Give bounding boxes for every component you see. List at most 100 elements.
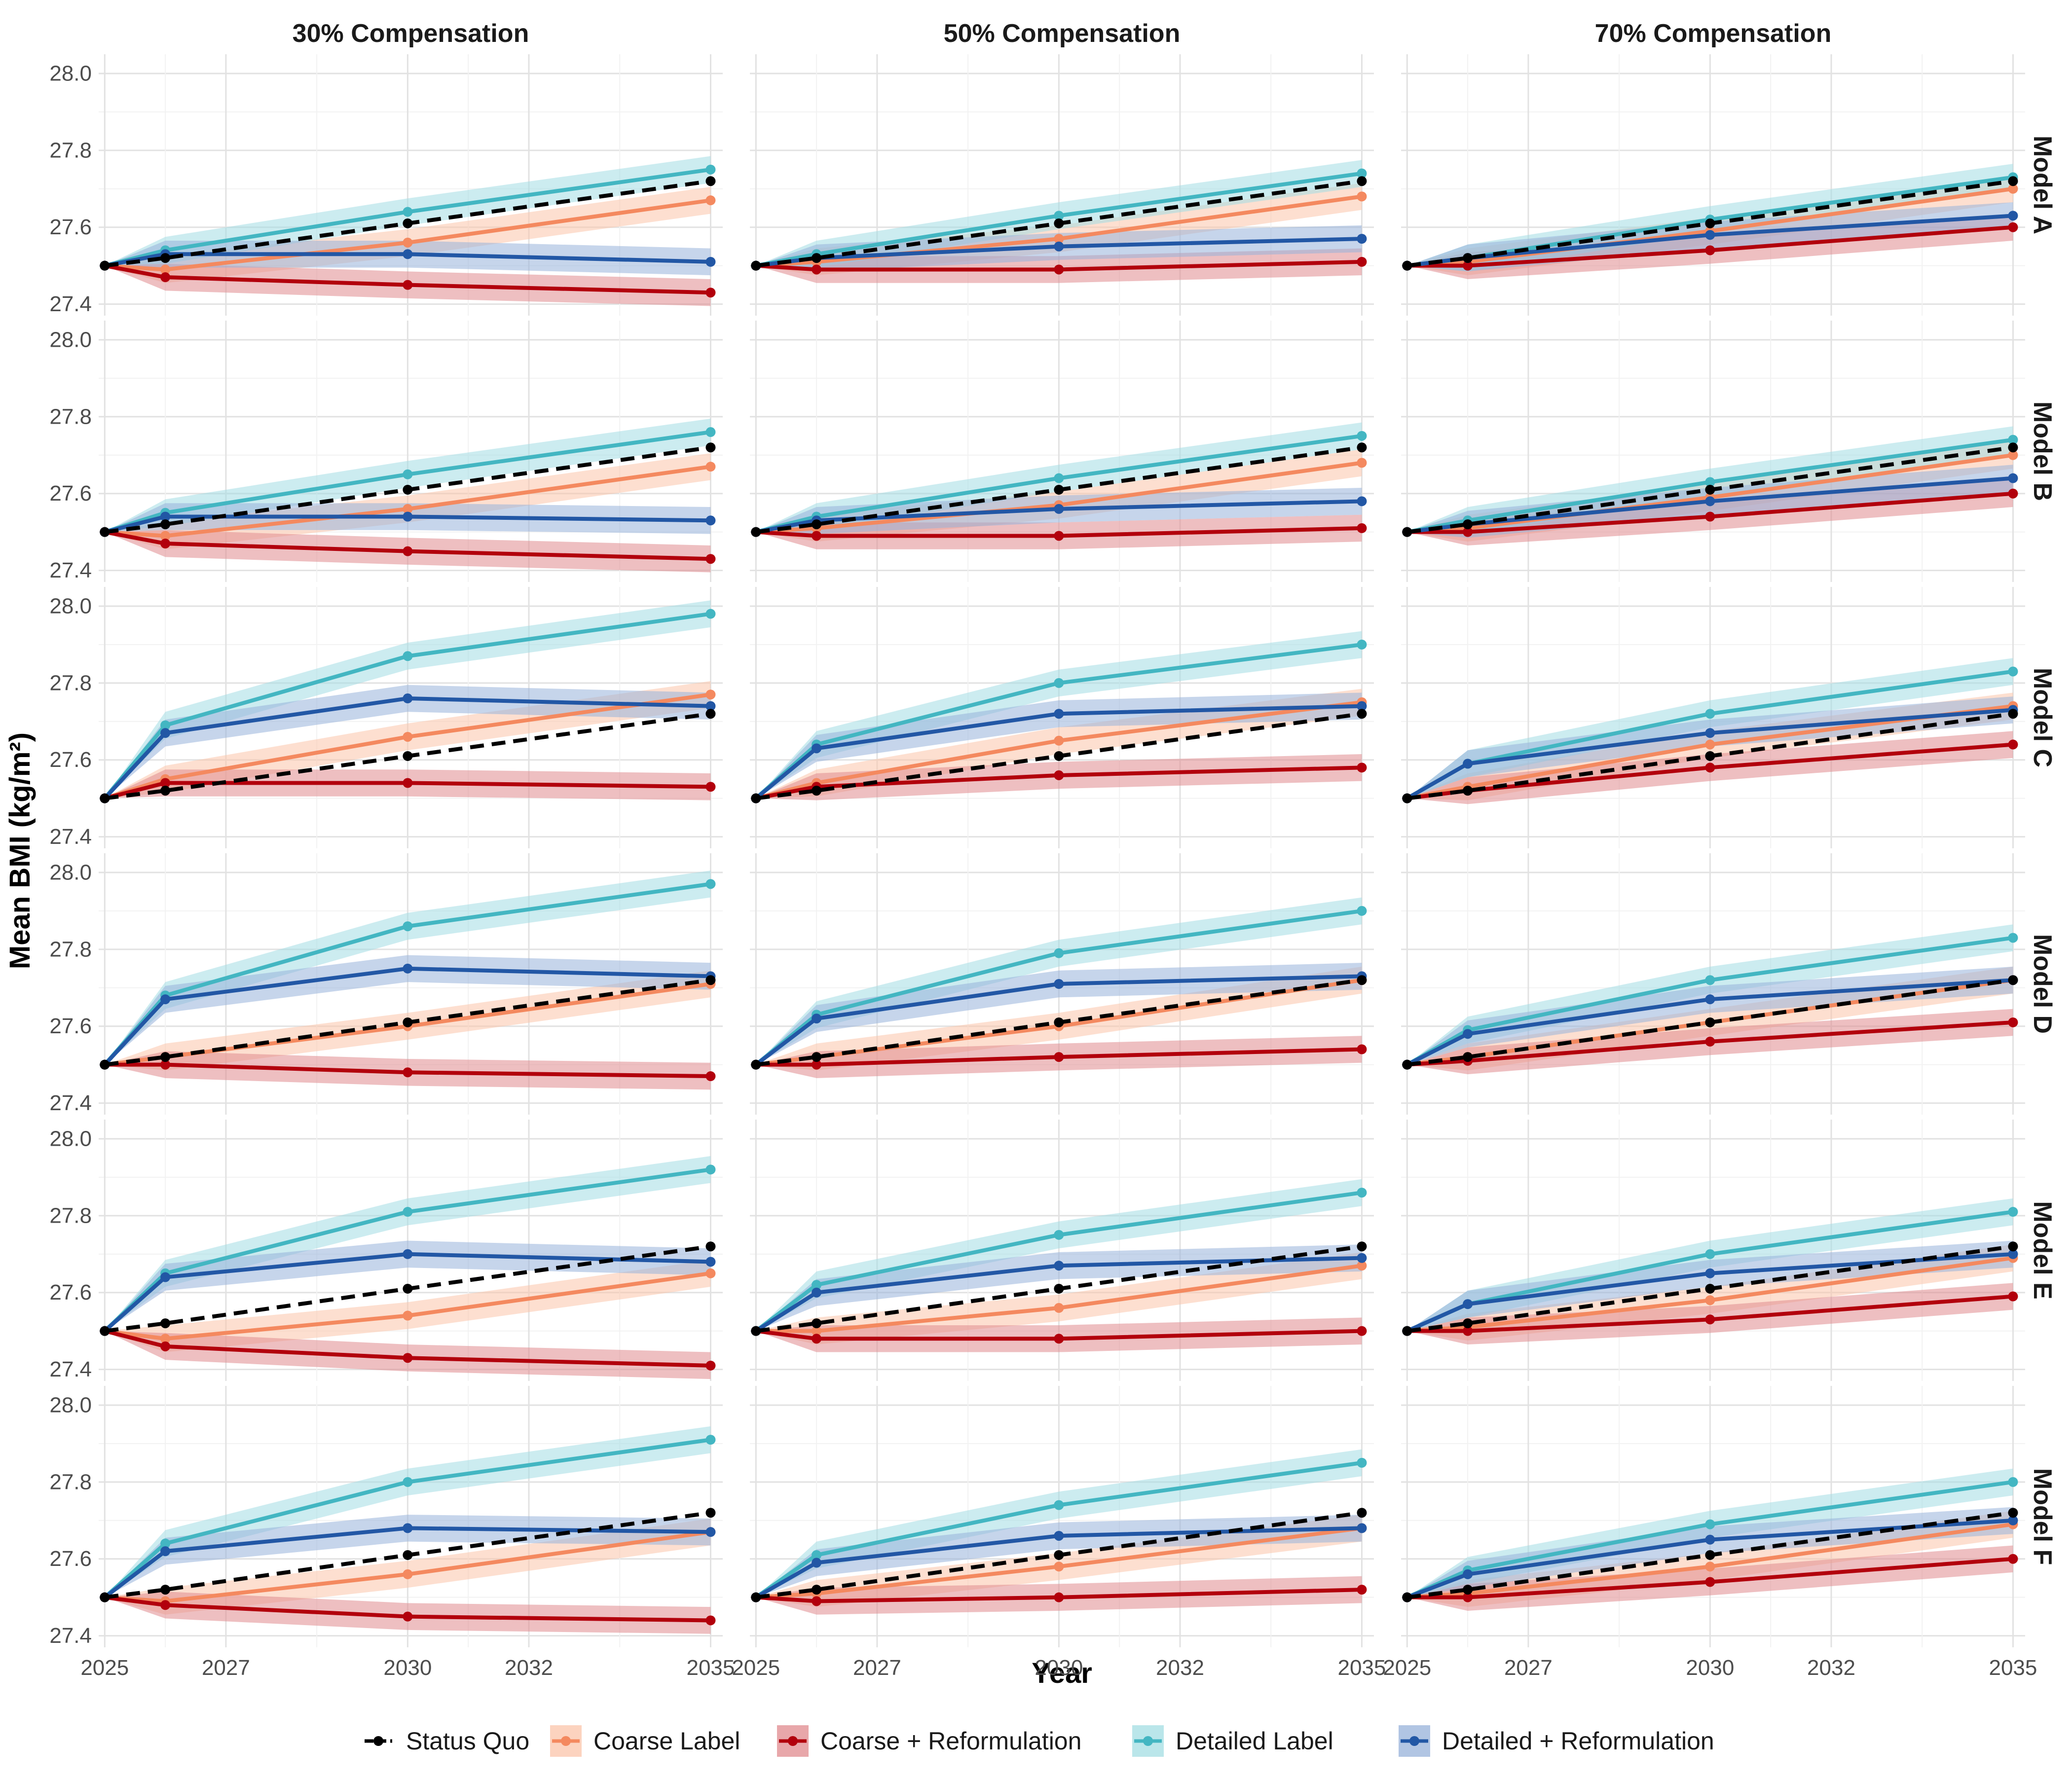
data-point-detailed-reformulation	[1357, 496, 1367, 507]
data-point-status-quo	[100, 527, 110, 537]
data-point-detailed-reformulation	[1705, 728, 1715, 738]
data-point-coarse-reformulation	[705, 288, 716, 298]
y-tick-label: 27.6	[49, 1014, 92, 1038]
data-point-coarse-reformulation	[403, 1611, 413, 1622]
series-line-coarse-reformulation	[756, 259, 1362, 272]
x-tick-label: 2025	[1383, 1656, 1431, 1680]
row-strip-model-c: Model C	[2028, 668, 2057, 767]
legend-key-point	[788, 1736, 798, 1746]
data-point-coarse-label	[1054, 735, 1064, 746]
series-line-coarse-reformulation	[756, 1588, 1362, 1603]
data-point-detailed-reformulation	[812, 1558, 822, 1568]
x-tick-label: 2025	[732, 1656, 780, 1680]
data-point-coarse-reformulation	[1463, 260, 1473, 271]
data-point-status-quo	[812, 1585, 822, 1595]
x-tick-label: 2027	[853, 1656, 901, 1680]
data-point-status-quo	[1357, 1508, 1367, 1518]
data-point-status-quo	[812, 519, 822, 530]
y-tick-label: 27.8	[49, 138, 92, 162]
data-point-coarse-reformulation	[403, 1067, 413, 1078]
series-line-coarse-reformulation	[1407, 225, 2013, 268]
data-point-detailed-label	[403, 1207, 413, 1217]
data-point-detailed-reformulation	[1705, 994, 1715, 1005]
data-point-status-quo	[160, 1318, 171, 1329]
data-point-detailed-reformulation	[812, 1014, 822, 1024]
data-point-status-quo	[1705, 1017, 1715, 1027]
y-tick-label: 27.8	[49, 1203, 92, 1228]
data-point-detailed-label	[705, 1164, 716, 1175]
data-point-status-quo	[160, 519, 171, 530]
y-tick-label: 27.4	[49, 1357, 92, 1381]
data-point-detailed-reformulation	[1054, 241, 1064, 252]
data-point-detailed-reformulation	[160, 511, 171, 522]
data-point-status-quo	[1054, 1283, 1064, 1294]
series-line-status-quo	[755, 1511, 1362, 1599]
data-point-coarse-reformulation	[160, 778, 171, 788]
x-tick-label: 2032	[1156, 1656, 1204, 1680]
series-line-coarse-reformulation	[104, 1595, 711, 1623]
data-point-detailed-label	[2008, 933, 2018, 943]
panel-model-a-50-compensation	[750, 54, 1374, 316]
data-point-detailed-label	[2008, 1477, 2018, 1487]
data-point-status-quo	[1705, 218, 1715, 228]
data-point-detailed-reformulation	[705, 256, 716, 267]
data-point-status-quo	[705, 176, 716, 186]
series-line-coarse-reformulation	[756, 526, 1362, 538]
data-point-status-quo	[2008, 1508, 2018, 1518]
data-point-detailed-reformulation	[2008, 1515, 2018, 1525]
data-point-coarse-label	[705, 1268, 716, 1278]
data-point-coarse-reformulation	[705, 554, 716, 564]
data-point-status-quo	[2008, 709, 2018, 719]
y-tick-label: 27.4	[49, 1624, 92, 1648]
data-point-status-quo	[2008, 975, 2018, 985]
data-point-status-quo	[751, 527, 761, 537]
data-point-detailed-label	[705, 164, 716, 175]
data-point-detailed-reformulation	[705, 1257, 716, 1267]
data-point-status-quo	[1054, 484, 1064, 495]
data-point-coarse-reformulation	[812, 264, 822, 275]
data-point-detailed-label	[403, 1477, 413, 1487]
data-point-status-quo	[1705, 1283, 1715, 1294]
panel-model-d-70-compensation	[1401, 853, 2025, 1115]
data-point-status-quo	[403, 1550, 413, 1560]
data-point-status-quo	[2008, 442, 2018, 453]
series-line-status-quo	[755, 179, 1362, 268]
ribbon-detailed-label	[756, 897, 1362, 1065]
data-point-coarse-reformulation	[2008, 1017, 2018, 1027]
data-point-coarse-reformulation	[2008, 739, 2018, 750]
panel-model-f-30-compensation: 27.4 27.6 27.8 28.0 2025 2027 2030 2032 2035	[49, 1386, 735, 1680]
series-line-detailed-reformulation	[104, 514, 711, 534]
data-point-status-quo	[1463, 519, 1473, 530]
panel-model-a-70-compensation	[1401, 54, 2025, 316]
data-point-detailed-label	[705, 1435, 716, 1445]
panel-model-c-70-compensation	[1401, 587, 2025, 848]
data-point-coarse-label	[1054, 234, 1064, 244]
data-point-coarse-reformulation	[2008, 222, 2018, 232]
x-tick-label: 2030	[1686, 1656, 1734, 1680]
x-tick-label: 2035	[1989, 1656, 2037, 1680]
data-point-coarse-label	[403, 237, 413, 248]
panel-model-d-30-compensation: 27.4 27.6 27.8 28.0	[49, 853, 723, 1115]
data-point-status-quo	[2008, 176, 2018, 186]
data-point-detailed-label	[1705, 1519, 1715, 1529]
row-strip-model-e: Model E	[2028, 1201, 2057, 1299]
data-point-status-quo	[403, 1017, 413, 1027]
series-line-coarse-reformulation	[104, 1329, 711, 1368]
series-line-status-quo	[1406, 445, 2013, 534]
data-point-detailed-label	[2008, 1207, 2018, 1217]
series-line-coarse-label	[104, 1271, 711, 1341]
data-point-status-quo	[1402, 260, 1412, 271]
series-line-detailed-label	[754, 1460, 1362, 1599]
data-point-detailed-label	[160, 720, 171, 730]
row-strip-model-f: Model F	[2028, 1468, 2057, 1565]
series-line-status-quo	[755, 1244, 1362, 1333]
series-line-detailed-reformulation	[755, 1256, 1362, 1333]
series-line-coarse-reformulation	[1407, 1557, 2013, 1599]
data-point-coarse-reformulation	[1357, 256, 1367, 267]
data-point-detailed-label	[705, 879, 716, 889]
series-line-detailed-reformulation	[103, 1252, 711, 1333]
data-point-detailed-reformulation	[403, 693, 413, 704]
data-point-coarse-reformulation	[1357, 1585, 1367, 1595]
series-line-detailed-reformulation	[1406, 1518, 2013, 1599]
data-point-coarse-reformulation	[1357, 762, 1367, 773]
